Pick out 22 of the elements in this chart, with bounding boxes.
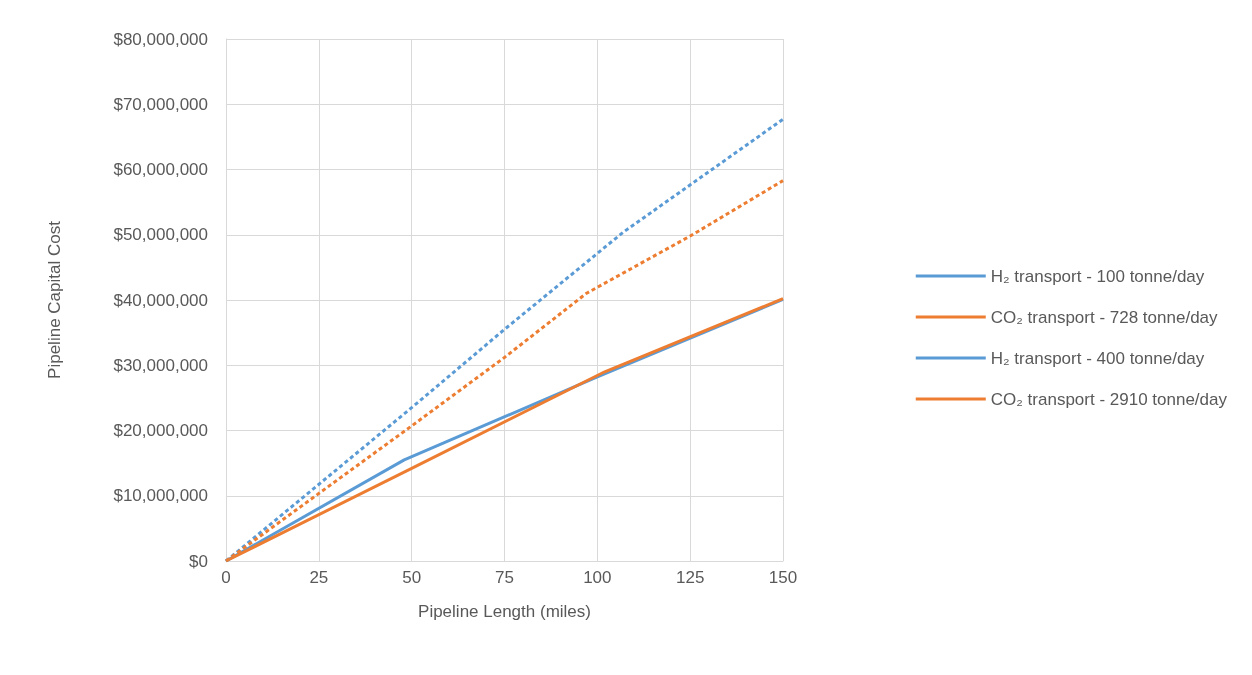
x-tick-label: 125 bbox=[675, 568, 705, 587]
x-tick-label: 25 bbox=[309, 568, 329, 587]
y-tick-label: $10,000,000 bbox=[113, 486, 208, 506]
x-axis-title: Pipeline Length (miles) bbox=[418, 602, 591, 621]
y-tick-label: $20,000,000 bbox=[113, 421, 208, 440]
y-tick-label: $50,000,000 bbox=[113, 225, 208, 245]
y-tick-label: $60,000,000 bbox=[113, 160, 208, 179]
y-tick-label: $40,000,000 bbox=[113, 290, 208, 310]
x-tick-label: 150 bbox=[768, 568, 798, 587]
legend-label: H₂ transport - 400 tonne/day bbox=[990, 348, 1205, 368]
y-tick-label: $80,000,000 bbox=[113, 29, 208, 49]
y-tick-label: $0 bbox=[189, 551, 208, 571]
x-tick-label: 50 bbox=[402, 568, 422, 587]
x-tick-label: 75 bbox=[495, 568, 514, 587]
legend-label: CO₂ transport - 2910 tonne/day bbox=[990, 389, 1228, 409]
legend-label: H₂ transport - 100 tonne/day bbox=[990, 266, 1205, 286]
x-tick-label: 0 bbox=[221, 568, 231, 587]
y-tick-label: $70,000,000 bbox=[113, 94, 208, 114]
x-tick-label: 100 bbox=[583, 568, 612, 587]
y-tick-label: $30,000,000 bbox=[113, 355, 208, 375]
legend-label: CO₂ transport - 728 tonne/day bbox=[990, 307, 1219, 327]
y-axis-title: Pipeline Capital Cost bbox=[45, 220, 64, 379]
